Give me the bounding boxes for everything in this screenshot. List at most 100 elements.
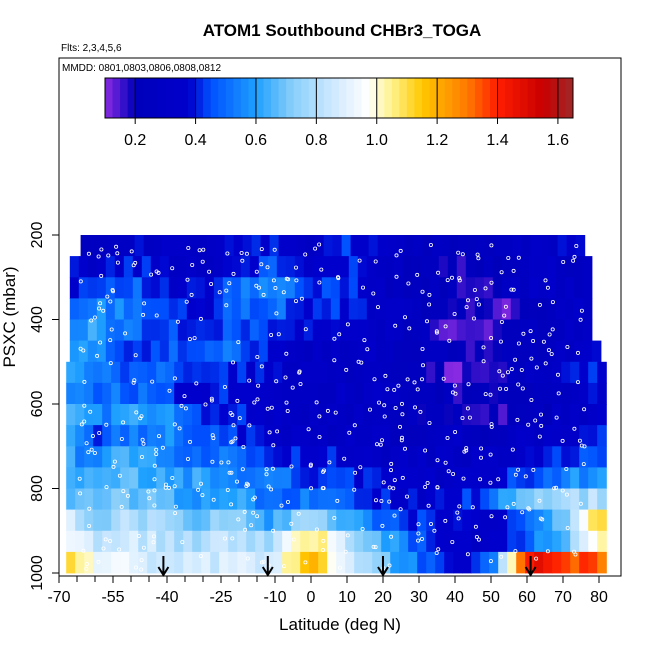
heatmap-cell xyxy=(543,467,553,489)
heatmap-cell xyxy=(552,488,562,510)
heatmap-cell xyxy=(537,277,548,299)
heatmap-cell xyxy=(165,404,175,426)
x-tick-label: 40 xyxy=(446,589,464,606)
sample-point xyxy=(105,294,110,299)
sample-point xyxy=(271,278,276,283)
heatmap-cell xyxy=(264,382,274,405)
sample-point xyxy=(256,383,261,388)
heatmap-cell xyxy=(237,488,247,510)
heatmap-cell xyxy=(363,446,373,468)
sample-point xyxy=(476,302,481,307)
sample-point xyxy=(141,545,146,550)
heatmap-cell xyxy=(237,509,247,532)
heatmap-cell xyxy=(246,551,256,574)
heatmap-cell xyxy=(345,509,355,532)
heatmap-cell xyxy=(219,425,229,447)
y-axis-label: PSXC (mbar) xyxy=(0,266,19,367)
sample-point xyxy=(416,531,421,536)
heatmap-cell xyxy=(174,530,184,553)
sample-point xyxy=(457,504,462,509)
heatmap-cell xyxy=(393,340,404,363)
heatmap-cell xyxy=(159,277,170,299)
heatmap-cell xyxy=(240,256,251,278)
heatmap-cell xyxy=(534,382,544,405)
sample-point xyxy=(488,480,493,485)
heatmap-cell xyxy=(537,256,548,278)
heatmap-cell xyxy=(435,509,445,532)
heatmap-cell xyxy=(453,530,463,553)
heatmap-cell xyxy=(561,361,571,384)
sample-point xyxy=(387,499,392,504)
heatmap-cell xyxy=(186,319,197,341)
sample-point xyxy=(101,546,106,551)
colorbar-swatch xyxy=(120,78,129,118)
sample-point xyxy=(152,488,157,493)
sample-point xyxy=(460,252,465,257)
heatmap-cell xyxy=(552,404,562,426)
colorbar-swatch xyxy=(542,78,551,118)
sample-point xyxy=(266,484,271,489)
sample-point xyxy=(537,302,542,307)
colorbar-swatch xyxy=(429,78,438,118)
sample-point xyxy=(450,540,455,545)
heatmap-cell xyxy=(69,256,80,278)
heatmap-cell xyxy=(300,404,310,426)
sample-point xyxy=(434,329,439,334)
heatmap-cell xyxy=(287,235,298,257)
flight-arrow xyxy=(261,556,274,577)
heatmap-cell xyxy=(537,340,548,363)
heatmap-cell xyxy=(156,382,166,405)
sample-point xyxy=(131,380,136,385)
heatmap-cell xyxy=(312,277,323,299)
sample-point xyxy=(464,305,469,310)
sample-point xyxy=(392,387,397,392)
heatmap-cell xyxy=(471,425,481,447)
heatmap-cell xyxy=(147,382,157,405)
heatmap-cell xyxy=(330,256,341,278)
heatmap-cell xyxy=(582,298,593,320)
heatmap-cell xyxy=(237,446,247,468)
heatmap-cell xyxy=(89,235,100,257)
sample-point xyxy=(175,319,180,324)
heatmap-cell xyxy=(174,488,184,510)
heatmap-cell xyxy=(69,340,80,363)
heatmap-cell xyxy=(210,551,220,574)
heatmap-cell xyxy=(372,425,382,447)
sample-point xyxy=(556,372,561,377)
sample-point xyxy=(131,263,136,268)
sample-point xyxy=(185,277,190,282)
colorbar-swatch xyxy=(278,78,287,118)
sample-point xyxy=(478,477,483,482)
heatmap-cell xyxy=(147,404,157,426)
heatmap-cell xyxy=(98,235,109,257)
sample-point xyxy=(452,311,457,316)
heatmap-cell xyxy=(327,467,337,489)
heatmap-cell xyxy=(579,530,589,553)
heatmap-cell xyxy=(357,256,368,278)
heatmap-cell xyxy=(417,551,427,574)
sample-point xyxy=(419,537,424,542)
heatmap-cell xyxy=(516,467,526,489)
heatmap-cell xyxy=(222,319,233,341)
sample-point xyxy=(321,469,326,474)
heatmap-cell xyxy=(219,467,229,489)
x-tick-label: 10 xyxy=(338,589,356,606)
heatmap-cell xyxy=(534,404,544,426)
heatmap-cell xyxy=(447,277,458,299)
heatmap-cell xyxy=(330,319,341,341)
heatmap-cell xyxy=(348,277,359,299)
heatmap-cell xyxy=(120,551,130,574)
sample-point xyxy=(505,370,510,375)
sample-point xyxy=(335,275,340,280)
heatmap-cell xyxy=(138,509,148,532)
sample-point xyxy=(503,304,508,309)
heatmap-cell xyxy=(267,298,278,320)
sample-point xyxy=(402,446,407,451)
sample-point xyxy=(115,251,120,256)
heatmap-cell xyxy=(255,382,265,405)
y-tick-label: 800 xyxy=(29,475,46,502)
sample-point xyxy=(84,562,89,567)
heatmap-cell xyxy=(420,298,431,320)
heatmap-cell xyxy=(309,530,319,553)
heatmap-cell xyxy=(438,319,449,341)
